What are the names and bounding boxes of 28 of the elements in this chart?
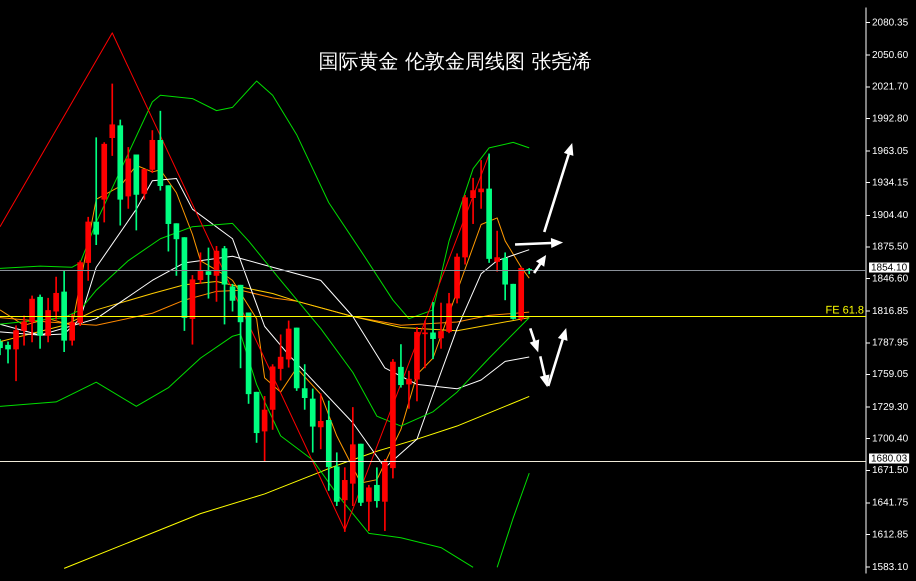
y-tick-label: 1787.95 — [872, 338, 909, 349]
ref-line-label: 1680.03 — [871, 453, 908, 464]
candlestick — [406, 370, 412, 409]
y-tick-label: 1934.15 — [872, 177, 909, 188]
y-tick-label: 1583.10 — [872, 562, 909, 573]
ref-line-label: FE 61.8 — [825, 304, 864, 317]
y-tick-label: 2080.35 — [872, 17, 909, 28]
y-tick-label: 1759.05 — [872, 369, 909, 380]
y-tick-label: 1992.80 — [872, 113, 909, 124]
y-tick-label: 1875.50 — [872, 242, 909, 253]
ref-line-label: 1854.10 — [871, 262, 908, 274]
y-tick-label: 1729.30 — [872, 402, 909, 413]
candlestick — [206, 248, 212, 299]
candlestick — [422, 320, 428, 368]
y-tick-label: 2021.70 — [872, 82, 909, 93]
y-tick-label: 1904.40 — [872, 210, 909, 222]
candlestick — [430, 302, 436, 360]
y-tick-label: 1816.85 — [872, 306, 909, 317]
y-tick-label: 1700.40 — [872, 433, 909, 444]
y-tick-label: 1641.75 — [872, 498, 909, 509]
y-tick-label: 1963.05 — [872, 146, 909, 157]
y-tick-label: 1846.60 — [872, 273, 909, 284]
text: 国际黄金 伦敦金周线图 张尧浠 — [318, 49, 592, 74]
y-tick-label: 1612.85 — [872, 529, 909, 540]
candlestick — [438, 302, 444, 349]
y-tick-label: 2050.60 — [872, 50, 909, 61]
candlestick — [5, 342, 11, 364]
y-tick-label: 1671.50 — [872, 465, 909, 476]
